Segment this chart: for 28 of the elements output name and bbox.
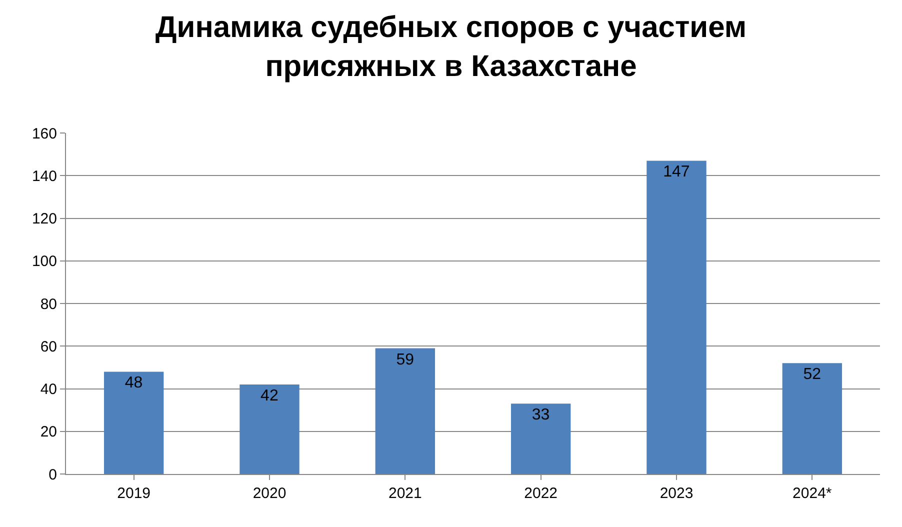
data-label: 42 <box>260 387 278 404</box>
data-label: 52 <box>803 366 822 384</box>
x-tick-label: 2023 <box>660 485 694 502</box>
data-label: 59 <box>396 351 414 368</box>
data-label: 147 <box>663 164 690 181</box>
data-label: 33 <box>532 406 550 424</box>
bar <box>240 384 300 474</box>
x-tick-label: 2019 <box>117 485 151 502</box>
y-tick-label: 0 <box>48 466 57 484</box>
bar <box>646 160 706 474</box>
x-tick-label: 2022 <box>524 485 558 502</box>
bar <box>104 372 164 474</box>
y-tick-label: 60 <box>40 338 57 356</box>
bar <box>510 404 571 474</box>
x-tick-label: 2021 <box>388 485 422 502</box>
y-tick-label: 120 <box>32 210 57 228</box>
x-tick-label: 2020 <box>252 485 286 502</box>
y-tick-label: 100 <box>32 253 57 270</box>
bar <box>782 363 842 474</box>
data-label: 48 <box>124 374 143 392</box>
y-tick-label: 40 <box>40 381 57 398</box>
chart-title: Динамика судебных споров с участием присяжных в Казахстане <box>155 10 747 83</box>
bar <box>375 348 436 474</box>
y-tick-label: 80 <box>40 296 57 313</box>
x-tick-label: 2024* <box>792 485 832 502</box>
y-tick-label: 20 <box>40 424 57 441</box>
y-tick-label: 140 <box>32 168 57 185</box>
y-tick-label: 160 <box>32 125 57 142</box>
